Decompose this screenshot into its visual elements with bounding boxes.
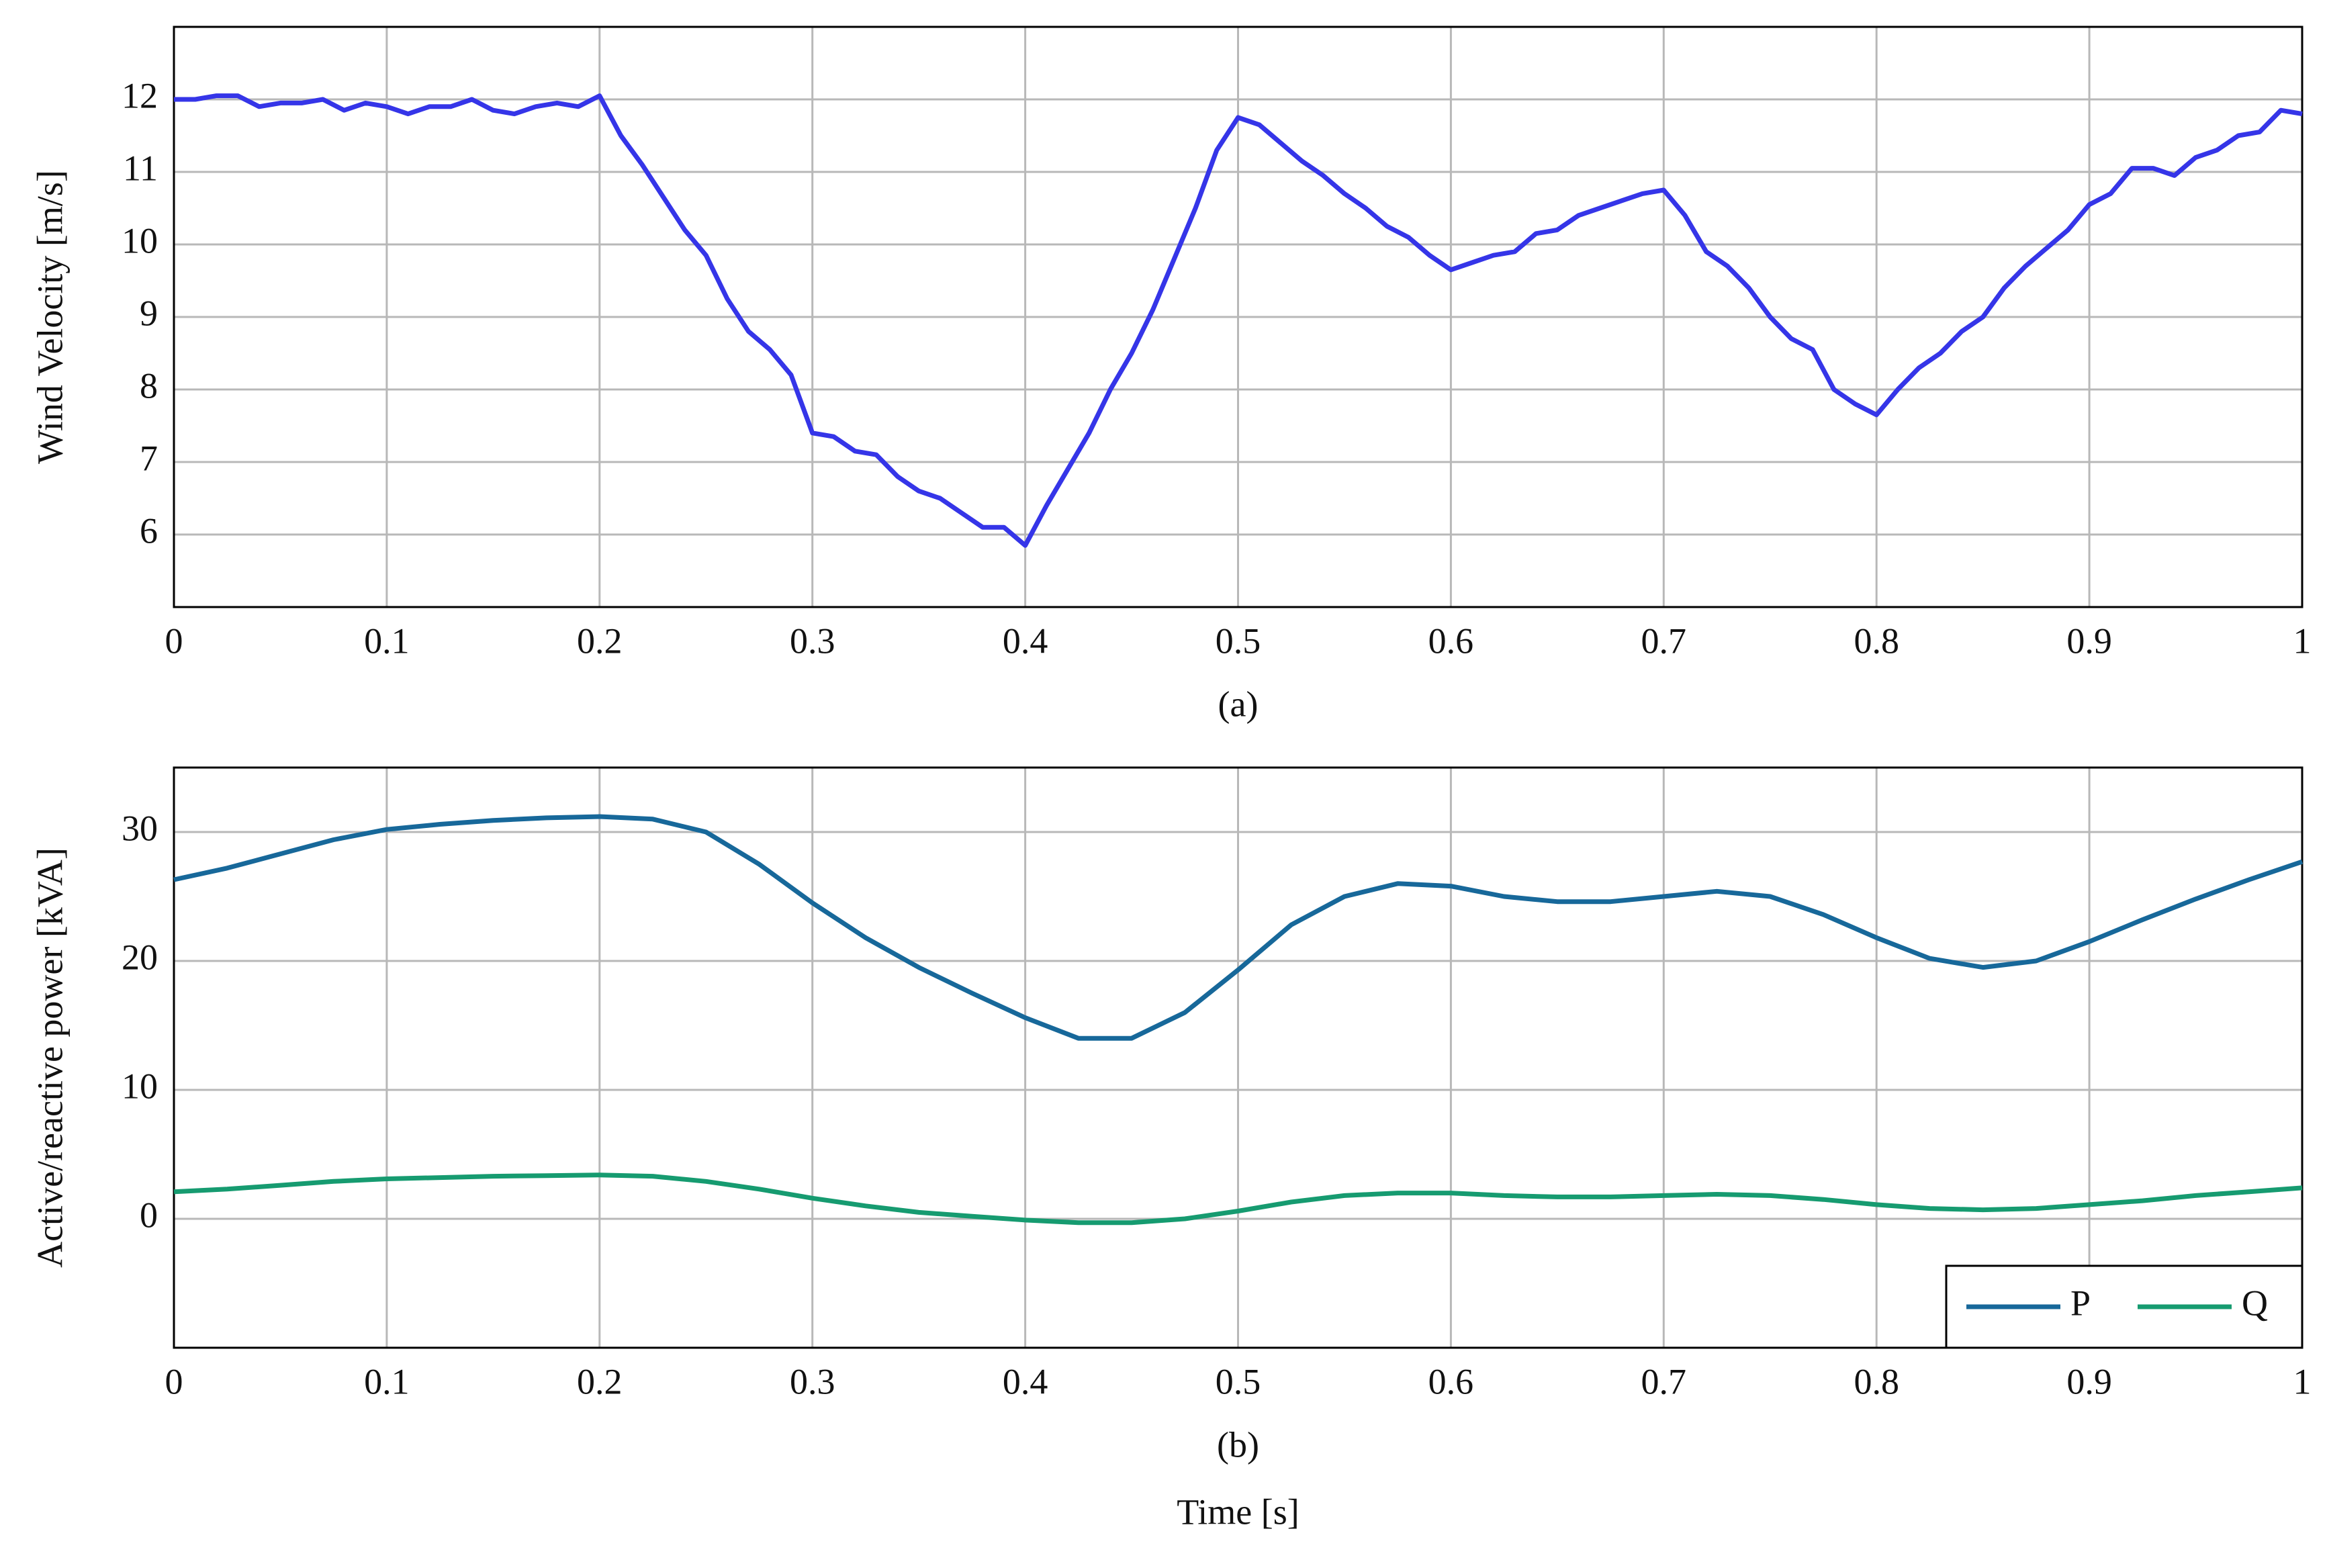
legend-label: P	[2070, 1283, 2091, 1323]
x-tick-label: 0.6	[1428, 620, 1474, 661]
x-tick-label: 0.4	[1003, 1361, 1048, 1401]
x-axis-label: Time [s]	[1177, 1491, 1299, 1532]
y-tick-label: 20	[122, 937, 158, 977]
y-tick-label: 10	[122, 1066, 158, 1106]
x-tick-label: 0.2	[577, 620, 623, 661]
y-axis-label: Active/reactive power [kVA]	[30, 847, 70, 1268]
x-tick-label: 1	[2293, 1361, 2312, 1401]
x-tick-label: 0.3	[790, 1361, 835, 1401]
y-tick-label: 11	[123, 148, 158, 188]
x-tick-label: 0.8	[1854, 1361, 1899, 1401]
data-line	[173, 1172, 2303, 1226]
x-tick-label: 0.1	[364, 1361, 410, 1401]
y-tick-label: 6	[140, 510, 158, 551]
x-tick-label: 0.6	[1428, 1361, 1474, 1401]
x-tick-label: 0.5	[1216, 620, 1261, 661]
y-tick-label: 12	[122, 75, 158, 116]
data-line	[174, 93, 2303, 548]
y-tick-label: 30	[122, 808, 158, 848]
y-axis-label: Wind Velocity [m/s]	[30, 170, 70, 464]
x-tick-label: 0	[165, 620, 183, 661]
data-line	[173, 814, 2303, 1041]
y-tick-label: 10	[122, 220, 158, 261]
caption: (a)	[1218, 684, 1259, 724]
plot-frame	[173, 766, 2303, 1349]
x-tick-label: 0.2	[577, 1361, 623, 1401]
y-tick-label: 0	[140, 1195, 158, 1235]
x-tick-label: 0	[165, 1361, 183, 1401]
x-tick-label: 0.7	[1641, 620, 1687, 661]
plot-frame	[173, 26, 2303, 608]
y-tick-label: 9	[140, 293, 158, 333]
x-tick-label: 0.5	[1216, 1361, 1261, 1401]
x-tick-label: 0.8	[1854, 620, 1899, 661]
x-tick-label: 0.3	[790, 620, 835, 661]
legend-label: Q	[2242, 1283, 2268, 1323]
x-tick-label: 0.9	[2066, 1361, 2112, 1401]
caption: (b)	[1217, 1424, 1259, 1465]
x-tick-label: 0.4	[1003, 620, 1048, 661]
x-tick-label: 0.9	[2066, 620, 2112, 661]
x-tick-label: 0.7	[1641, 1361, 1687, 1401]
y-tick-label: 8	[140, 365, 158, 406]
x-tick-label: 0.1	[364, 620, 410, 661]
y-tick-label: 7	[140, 438, 158, 478]
x-tick-label: 1	[2293, 620, 2312, 661]
